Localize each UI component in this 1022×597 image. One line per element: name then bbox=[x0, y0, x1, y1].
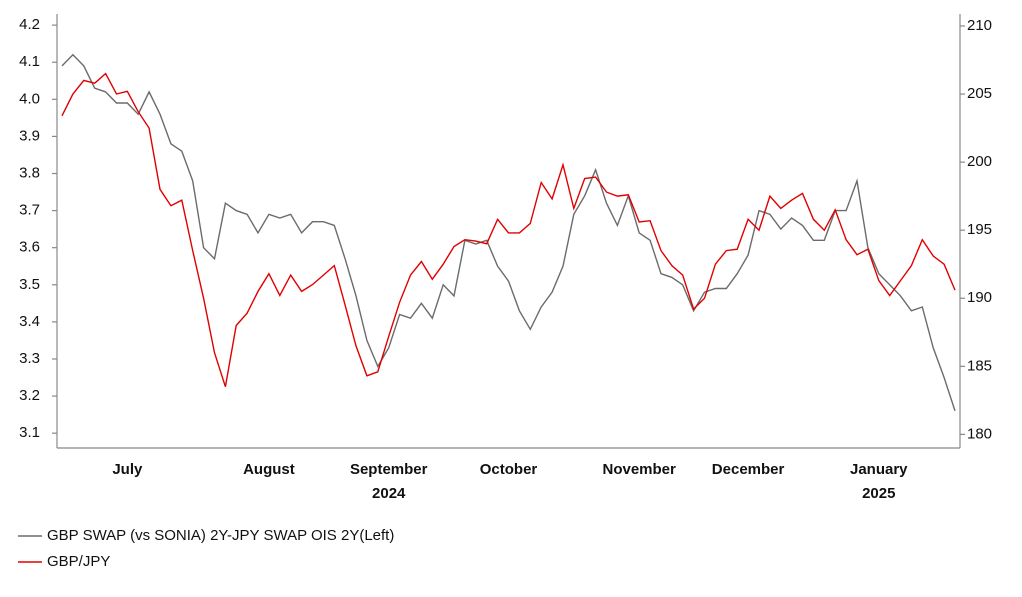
x-year-label: 2025 bbox=[862, 485, 895, 502]
y-tick-label: 3.2 bbox=[19, 387, 40, 404]
x-tick-label: October bbox=[480, 461, 538, 478]
y-tick-label: 3.7 bbox=[19, 202, 40, 219]
x-tick-label: September bbox=[350, 461, 428, 478]
x-tick-label: August bbox=[243, 461, 295, 478]
legend-label: GBP/JPY bbox=[47, 553, 110, 570]
y2-tick-label: 195 bbox=[967, 221, 992, 238]
y2-tick-label: 210 bbox=[967, 17, 992, 34]
series-line bbox=[61, 72, 956, 387]
series-line bbox=[61, 53, 956, 412]
y-tick-label: 3.4 bbox=[19, 313, 40, 330]
y-tick-label: 3.3 bbox=[19, 350, 40, 367]
y-tick-label: 3.9 bbox=[19, 127, 40, 144]
y-tick-label: 3.6 bbox=[19, 239, 40, 256]
x-tick-label: November bbox=[603, 461, 677, 478]
y-tick-label: 4.2 bbox=[19, 16, 40, 33]
y2-tick-label: 185 bbox=[967, 357, 992, 374]
y-tick-label: 3.8 bbox=[19, 164, 40, 181]
legend-label: GBP SWAP (vs SONIA) 2Y-JPY SWAP OIS 2Y(L… bbox=[47, 527, 394, 544]
y-tick-label: 3.5 bbox=[19, 276, 40, 293]
y-tick-label: 4.1 bbox=[19, 53, 40, 70]
x-tick-label: December bbox=[712, 461, 785, 478]
y2-tick-label: 205 bbox=[967, 85, 992, 102]
y-tick-label: 3.1 bbox=[19, 424, 40, 441]
y2-tick-label: 190 bbox=[967, 289, 992, 306]
y-tick-label: 4.0 bbox=[19, 90, 40, 107]
x-tick-label: July bbox=[112, 461, 143, 478]
x-tick-label: January bbox=[850, 461, 908, 478]
y2-tick-label: 200 bbox=[967, 153, 992, 170]
y2-tick-label: 180 bbox=[967, 425, 992, 442]
x-year-label: 2024 bbox=[372, 485, 406, 502]
